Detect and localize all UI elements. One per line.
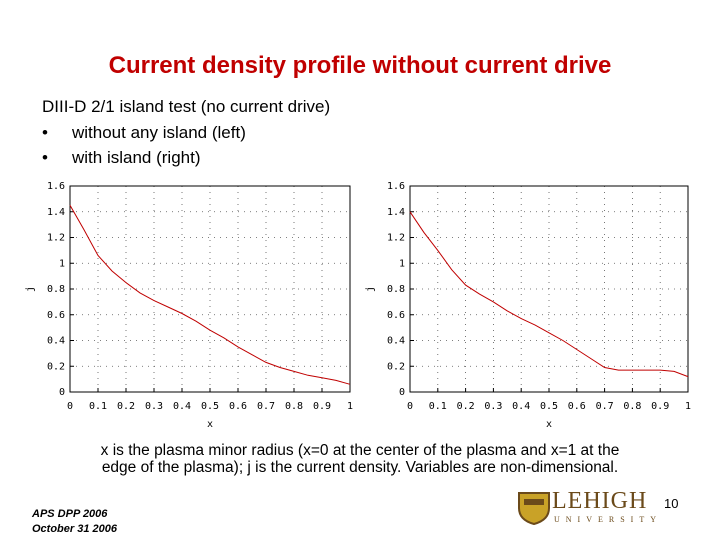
y-tick-label: 0 [399, 387, 405, 398]
y-tick-label: 1.2 [47, 233, 65, 244]
x-tick-label: 0.3 [145, 401, 163, 412]
logo-shield [518, 492, 550, 526]
x-tick-label: 0.3 [484, 401, 502, 412]
x-tick-label: 0.2 [457, 401, 475, 412]
y-tick-label: 0 [59, 387, 65, 398]
intro: DIII-D 2/1 island test (no current drive… [42, 97, 331, 116]
x-tick-label: 0.8 [285, 401, 303, 412]
y-tick-label: 0.4 [387, 336, 405, 347]
x-tick-label: 0.9 [651, 401, 669, 412]
x-axis-label: x [207, 419, 213, 430]
plot-frame [69, 185, 351, 393]
y-axis-label: j [365, 286, 376, 292]
x-tick-label: 1 [685, 401, 691, 412]
x-tick-label: 0.1 [89, 401, 107, 412]
x-tick-label: 0.2 [117, 401, 135, 412]
x-tick-label: 0.8 [623, 401, 641, 412]
x-tick-label: 0.5 [201, 401, 219, 412]
y-tick-label: 0.6 [387, 310, 405, 321]
page-number: 10 [664, 496, 679, 511]
x-tick-label: 0.4 [512, 401, 530, 412]
plot-frame [409, 185, 689, 393]
y-tick-label: 0.6 [47, 310, 65, 321]
x-tick-label: 0 [407, 401, 413, 412]
x-tick-label: 0.7 [257, 401, 275, 412]
logo-name: LEHIGH [552, 488, 648, 514]
x-tick-label: 0.4 [173, 401, 191, 412]
y-tick-label: 1.2 [387, 233, 405, 244]
y-tick-label: 0.2 [47, 361, 65, 372]
y-tick-label: 0.8 [387, 284, 405, 295]
x-axis-label: x [546, 419, 552, 430]
y-axis-label: j [25, 286, 36, 292]
y-tick-label: 1.4 [47, 207, 65, 218]
x-tick-label: 0 [67, 401, 73, 412]
caption: x is the plasma minor radius (x=0 at the… [100, 442, 620, 459]
y-tick-label: 1 [59, 258, 65, 269]
y-tick-label: 1.6 [47, 181, 65, 192]
bullet: with island (right) [72, 148, 201, 167]
x-tick-label: 0.6 [229, 401, 247, 412]
y-tick-label: 1.6 [387, 181, 405, 192]
charts: 0 0.2 0.4 0.6 0.8 1 1.2 1.4 1.6 0 0.1 0.2 0.3 0.4 0.5 0… [25, 181, 691, 430]
x-tick-label: 0.1 [429, 401, 447, 412]
y-tick-label: 0.4 [47, 336, 65, 347]
bullet-dot: • [42, 123, 48, 142]
footer: October 31 2006 [32, 523, 117, 535]
x-tick-label: 0.6 [568, 401, 586, 412]
x-tick-label: 0.5 [540, 401, 558, 412]
footer: APS DPP 2006 [32, 508, 108, 520]
y-tick-label: 1.4 [387, 207, 405, 218]
data-line [409, 211, 689, 378]
logo-sub: UNIVERSITY [554, 515, 662, 524]
bullet-dot: • [42, 148, 48, 167]
data-line [69, 205, 351, 385]
y-tick-label: 0.2 [387, 361, 405, 372]
caption: edge of the plasma); j is the current de… [101, 459, 619, 476]
x-tick-label: 1 [347, 401, 353, 412]
slide-title: Current density profile without current … [108, 52, 612, 79]
y-tick-label: 1 [399, 258, 405, 269]
bullet: without any island (left) [72, 123, 246, 142]
y-tick-label: 0.8 [47, 284, 65, 295]
x-tick-label: 0.7 [596, 401, 614, 412]
x-tick-label: 0.9 [313, 401, 331, 412]
